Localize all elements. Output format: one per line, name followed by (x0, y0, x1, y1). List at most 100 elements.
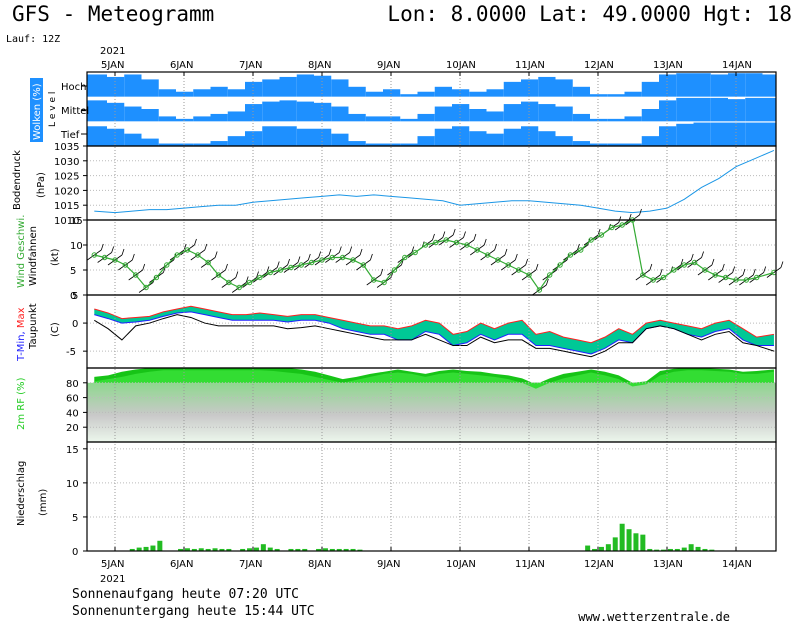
wind-point (515, 267, 522, 273)
wind-unit: (kt) (50, 248, 61, 266)
cloud-cell (555, 136, 573, 146)
cloud-cell (676, 123, 694, 146)
wind-point (598, 232, 605, 238)
cloud-cell (521, 126, 539, 146)
cloud-cell (296, 74, 314, 97)
precip-bar (288, 548, 294, 551)
day-label-bottom: 5JAN (101, 559, 124, 570)
cloud-cell (538, 131, 556, 146)
wind-barb-flag (701, 251, 704, 258)
tmax-line (94, 305, 775, 344)
dewpoint-line (94, 314, 775, 358)
cloud-cell (87, 74, 107, 97)
precip-bar (302, 548, 308, 551)
precip-bar (184, 548, 190, 551)
cloud-cell (469, 131, 487, 146)
wind-barb-flag (349, 246, 353, 253)
wind-point (122, 262, 129, 268)
wind-point (495, 257, 501, 263)
cloud-cell (176, 143, 194, 146)
cloud-cell (107, 76, 125, 97)
cloud-cell (210, 113, 228, 122)
cloud-cell (331, 133, 349, 146)
cloud-cell (503, 104, 521, 122)
precip-tick-label: 0 (72, 547, 78, 558)
precip-bar (219, 548, 225, 551)
wind-point (226, 279, 232, 286)
wind-point (267, 269, 273, 276)
wind-barb-flag (452, 228, 456, 236)
temp-tick-label: 5 (72, 291, 78, 302)
temp-ylabel2: Taupunkt (28, 303, 39, 350)
cloud-cell (296, 128, 314, 146)
wind-point (246, 279, 253, 286)
wind-point (174, 252, 180, 258)
wind-point (319, 257, 325, 263)
cloud-cell (624, 116, 642, 122)
cloud-cell (193, 116, 211, 122)
wind-point (484, 252, 491, 258)
precip-bar (198, 548, 204, 551)
cloud-cell (486, 89, 504, 97)
wind-barb-flag (577, 243, 580, 251)
cloud-level-label: L e v e l (48, 92, 58, 127)
cloud-cell (331, 106, 349, 122)
wind-barb-flag (690, 253, 694, 261)
cloud-cell (676, 73, 694, 97)
cloud-cell (262, 101, 280, 122)
day-label-top: 6JAN (170, 60, 193, 71)
precip-bar (592, 548, 598, 551)
cloud-cell (279, 100, 297, 122)
wind-tick-label: 15 (70, 216, 83, 227)
day-label-top: 14JAN (722, 60, 752, 71)
pressure-tick-label: 1025 (54, 172, 79, 183)
wind-barb-flag (514, 253, 518, 261)
wind-ylabel2: Windfahnen (28, 226, 39, 286)
cloud-cell (210, 86, 228, 97)
precip-bar (316, 548, 322, 551)
wind-barb-flag (318, 251, 322, 258)
cloud-cell (486, 133, 504, 146)
cloud-cell (383, 89, 401, 97)
cloud-cell (710, 97, 728, 122)
wind-point (381, 279, 387, 286)
wind-barb-flag (266, 266, 270, 273)
wind-point (722, 274, 729, 281)
precip-bar (329, 548, 335, 551)
cloud-cell (400, 143, 418, 146)
wind-barb-flag (380, 268, 384, 276)
day-label-top: 13JAN (653, 60, 683, 71)
cloud-cell (227, 89, 245, 97)
cloud-cell (262, 79, 280, 97)
humidity-tick-label: 40 (66, 408, 79, 419)
wind-barb-flag (100, 243, 104, 251)
cloud-cell (417, 113, 435, 122)
precip-bar (343, 548, 349, 551)
cloud-cell (245, 131, 263, 146)
wind-barb-flag (711, 258, 715, 266)
panel-frame-precip (86, 441, 777, 552)
wind-barb-flag (328, 248, 332, 256)
wind-point (112, 257, 118, 263)
title-right: Lon: 8.0000 Lat: 49.0000 Hgt: 18 (387, 2, 792, 26)
cloud-cell (314, 102, 332, 122)
wind-point (195, 252, 201, 258)
wind-ylabel: Wind Geschwi. (16, 215, 27, 288)
tmin-line (94, 311, 774, 355)
wind-point (660, 274, 667, 281)
cloud-cell (641, 81, 659, 97)
wind-point (360, 262, 367, 268)
day-label-top: 8JAN (308, 60, 331, 71)
cloud-cell (124, 133, 142, 146)
wind-point (557, 262, 563, 268)
temp-band (94, 306, 774, 354)
wind-barb-flag (649, 263, 653, 271)
day-label-bottom: 8JAN (308, 559, 331, 570)
cloud-cell (107, 128, 125, 146)
wind-barb-flag (763, 266, 767, 273)
precip-bar (336, 548, 342, 551)
pressure-unit: (hPa) (36, 172, 47, 198)
wind-point (412, 249, 418, 256)
cloud-cell (659, 74, 677, 97)
cloud-cell (659, 126, 677, 146)
